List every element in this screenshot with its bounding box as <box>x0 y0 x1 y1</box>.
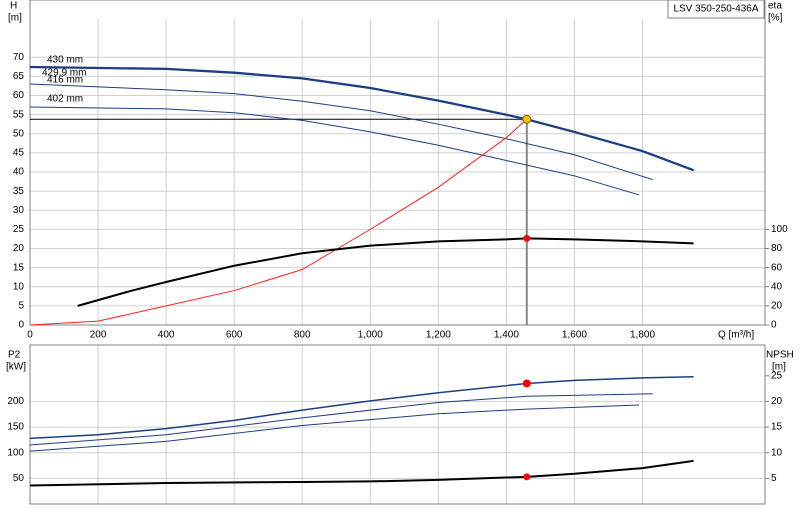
y2-tick-label: 80 <box>771 243 783 254</box>
curve-label: 416 mm <box>47 75 83 86</box>
duty-point <box>522 379 531 388</box>
y-tick-label: 40 <box>13 167 25 178</box>
y2-unit: [%] <box>768 13 783 24</box>
x-tick-label: 600 <box>226 330 243 341</box>
chart-title: LSV 350-250-436A <box>673 4 758 15</box>
curve <box>29 83 653 181</box>
y-tick-label: 50 <box>13 128 25 139</box>
y2-tick-label: 20 <box>771 396 783 407</box>
y-tick-label: 5 <box>18 301 24 312</box>
curve-label: 429.9 mm <box>42 68 86 79</box>
y-tick-label: 55 <box>13 109 25 120</box>
x-tick-label: 1,000 <box>358 330 383 341</box>
y-label: H <box>10 1 17 12</box>
y2-tick-label: 15 <box>771 422 783 433</box>
x-tick-label: 1,600 <box>562 330 587 341</box>
y-tick-label: 20 <box>13 243 25 254</box>
x-tick-label: 200 <box>90 330 107 341</box>
plot-frame <box>29 344 766 505</box>
y2-tick-label: 10 <box>771 447 783 458</box>
y2-label: eta <box>768 1 782 12</box>
y-tick-label: 25 <box>13 224 25 235</box>
x-tick-label: 1,200 <box>426 330 451 341</box>
curve <box>29 459 694 487</box>
y-unit: [m] <box>8 13 22 24</box>
y-tick-label: 15 <box>13 262 25 273</box>
duty-point-y2 <box>523 234 531 242</box>
curve <box>29 404 640 452</box>
x-tick-label: 400 <box>158 330 175 341</box>
curve-label: 402 mm <box>47 94 83 105</box>
y-label: P2 <box>8 350 21 361</box>
y-tick-label: 0 <box>18 320 24 331</box>
title-box <box>667 0 765 19</box>
y-tick-label: 30 <box>13 205 25 216</box>
x-tick-label: 1,800 <box>630 330 655 341</box>
y-tick-label: 10 <box>13 281 25 292</box>
duty-point-y2 <box>523 473 531 481</box>
y2-tick-label: 100 <box>771 224 788 235</box>
x-label: Q [m³/h] <box>718 330 754 341</box>
y-unit: [kW] <box>6 362 26 373</box>
x-tick-label: 800 <box>294 330 311 341</box>
y2-tick-label: 40 <box>771 281 783 292</box>
y2-tick-label: 5 <box>771 473 777 484</box>
curve <box>29 67 694 172</box>
y-tick-label: 70 <box>13 52 25 63</box>
plot-frame <box>29 0 766 326</box>
curve <box>29 106 640 196</box>
y2-tick-label: 20 <box>771 301 783 312</box>
y2-unit: [m] <box>772 362 786 373</box>
curve <box>29 65 694 172</box>
y-tick-label: 100 <box>7 447 24 458</box>
curve <box>29 393 653 446</box>
y2-tick-label: 25 <box>771 370 783 381</box>
y-tick-label: 200 <box>7 396 24 407</box>
curve <box>29 376 694 440</box>
y-tick-label: 50 <box>13 473 25 484</box>
y2-label: NPSH <box>766 350 794 361</box>
curve <box>77 237 694 307</box>
y2-tick-label: 60 <box>771 262 783 273</box>
y-tick-label: 60 <box>13 90 25 101</box>
y-tick-label: 35 <box>13 186 25 197</box>
y-tick-label: 150 <box>7 422 24 433</box>
y2-tick-label: 0 <box>771 320 777 331</box>
curve <box>29 118 528 326</box>
curve-label: 430 mm <box>47 55 83 66</box>
x-tick-label: 1,400 <box>494 330 519 341</box>
y-tick-label: 65 <box>13 71 25 82</box>
y-tick-label: 45 <box>13 148 25 159</box>
x-tick-label: 0 <box>27 330 33 341</box>
duty-point <box>522 114 532 124</box>
